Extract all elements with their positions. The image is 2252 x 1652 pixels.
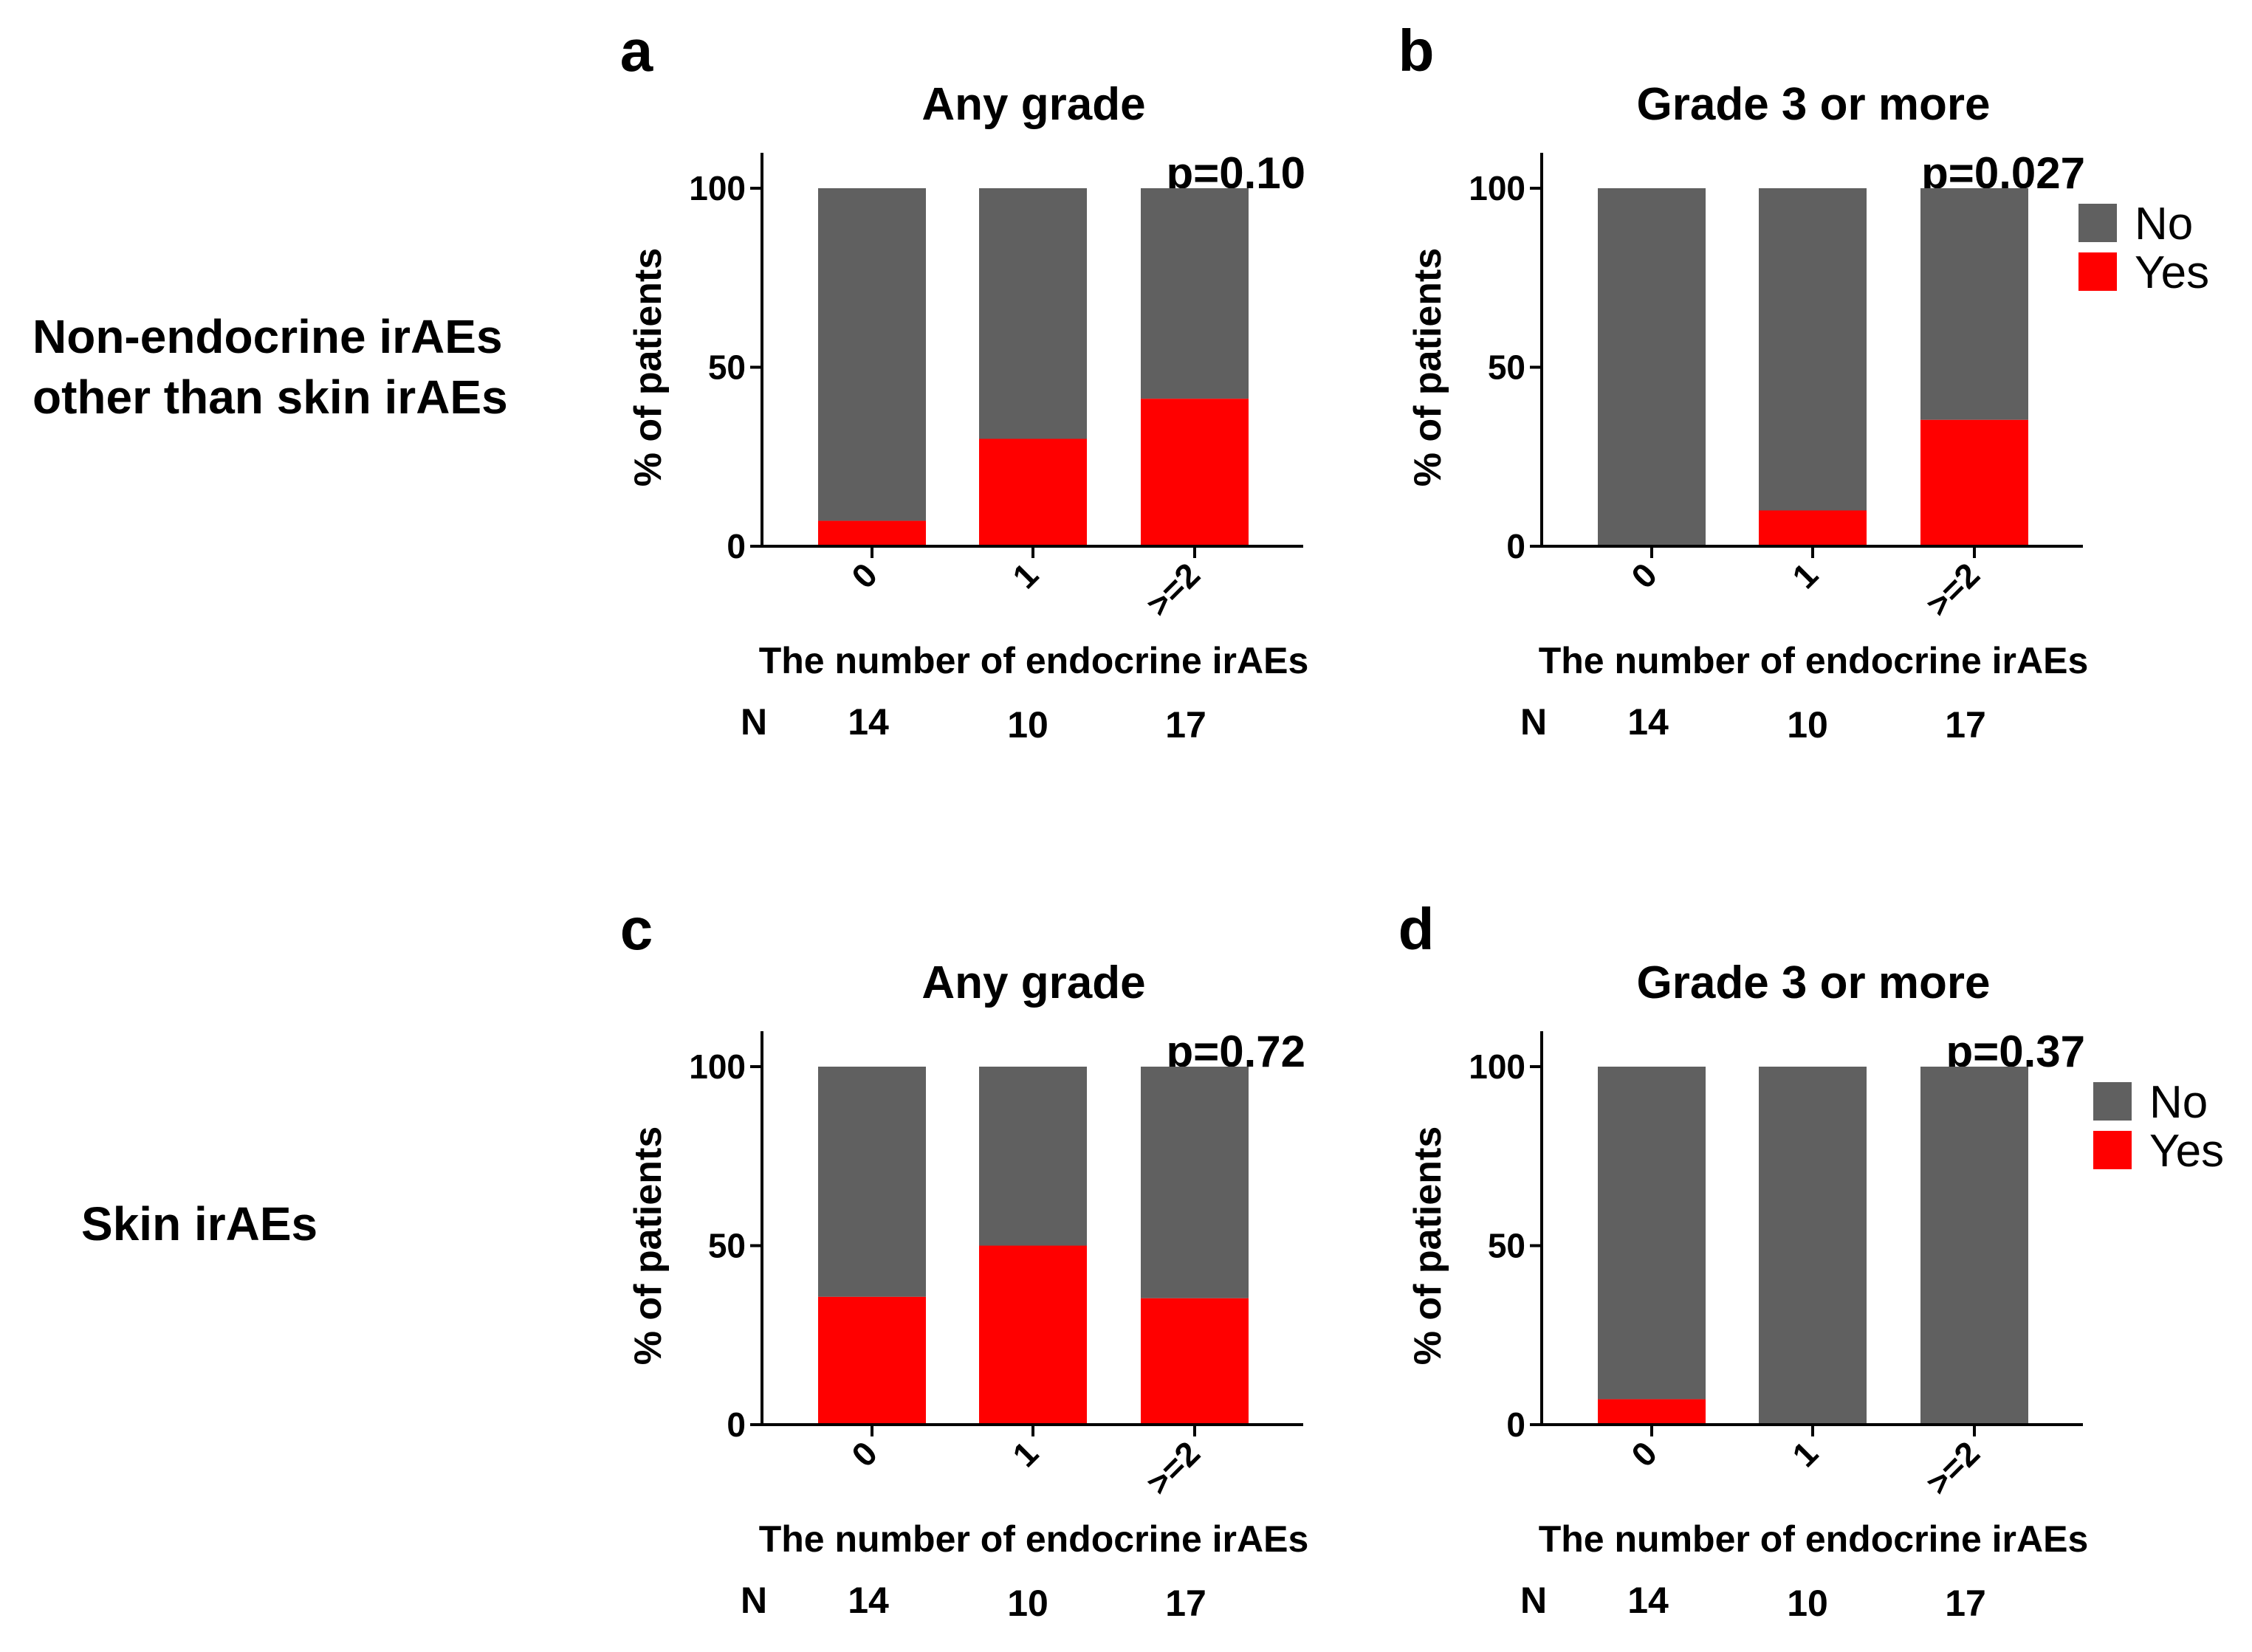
panel-title: Any grade [921, 957, 1145, 1008]
panel-letter: d [1398, 896, 1435, 962]
x-tick-label-3: >=2 [1139, 1434, 1207, 1502]
bar-no-1 [1598, 188, 1706, 546]
bar-no-3 [1920, 1067, 2028, 1425]
y-tick-label-1: 0 [727, 1405, 746, 1444]
row-label-1-line-2: other than skin irAEs [32, 371, 508, 424]
y-tick-label-2: 50 [708, 348, 746, 387]
y-tick-label-2: 50 [1488, 348, 1525, 387]
x-tick-label-2: 1 [1005, 555, 1046, 596]
bar-no-3 [1920, 188, 2028, 420]
n-label: N [741, 701, 767, 743]
legend-swatch-yes [2078, 252, 2117, 291]
x-tick-label-3: >=2 [1918, 555, 1987, 624]
bar-yes-3 [1141, 1298, 1249, 1425]
x-tick-label-3: >=2 [1918, 1434, 1987, 1502]
x-tick-label-2: 1 [1005, 1434, 1046, 1474]
y-tick-label-3: 100 [1469, 1047, 1525, 1086]
n-value-3: 17 [1945, 1583, 1986, 1624]
bar-no-1 [1598, 1067, 1706, 1400]
bar-no-3 [1141, 1067, 1249, 1298]
n-value-1: 14 [848, 701, 889, 743]
bar-yes-1 [1598, 1399, 1706, 1425]
legend-label-yes: Yes [2135, 247, 2209, 298]
y-tick-label-2: 50 [708, 1227, 746, 1265]
n-value-3: 17 [1165, 704, 1206, 746]
bar-no-2 [979, 1067, 1087, 1246]
y-tick-label-3: 100 [689, 1047, 746, 1086]
panel-letter: a [620, 18, 653, 83]
y-tick-label-1: 0 [1506, 1405, 1525, 1444]
y-axis-label: % of patients [1407, 1126, 1449, 1366]
legend-label-no: No [2149, 1077, 2208, 1128]
legend-swatch-no [2078, 204, 2117, 242]
y-tick-label-2: 50 [1488, 1227, 1525, 1265]
legend-swatch-yes [2093, 1131, 2132, 1169]
bar-no-1 [818, 188, 926, 521]
x-tick-label-1: 0 [1624, 1434, 1664, 1474]
y-axis-label: % of patients [627, 248, 670, 487]
y-axis-label: % of patients [1407, 248, 1449, 487]
n-value-3: 17 [1165, 1583, 1206, 1624]
y-tick-label-3: 100 [689, 169, 746, 207]
n-value-2: 10 [1787, 1583, 1828, 1624]
bar-no-1 [818, 1067, 926, 1297]
panel-letter: b [1398, 18, 1435, 83]
bar-no-2 [1759, 1067, 1867, 1425]
n-label: N [1520, 1580, 1547, 1621]
x-axis-label: The number of endocrine irAEs [1539, 1518, 2089, 1560]
n-label: N [741, 1580, 767, 1621]
panel-title: Grade 3 or more [1637, 957, 1991, 1008]
n-value-1: 14 [848, 1580, 889, 1621]
bar-yes-3 [1141, 399, 1249, 546]
x-tick-label-1: 0 [1624, 555, 1664, 596]
n-value-3: 17 [1945, 704, 1986, 746]
n-value-1: 14 [1627, 1580, 1669, 1621]
panel-title: Any grade [921, 79, 1145, 130]
n-value-2: 10 [1007, 1583, 1048, 1624]
bar-yes-2 [1759, 510, 1867, 546]
x-tick-label-2: 1 [1785, 555, 1825, 596]
legend-swatch-no [2093, 1082, 2132, 1121]
row-label-2-line-1: Skin irAEs [81, 1197, 317, 1250]
panel-letter: c [620, 896, 653, 962]
legend-label-no: No [2135, 199, 2193, 249]
x-tick-label-2: 1 [1785, 1434, 1825, 1474]
x-tick-label-1: 0 [844, 555, 885, 596]
bar-yes-3 [1920, 419, 2028, 546]
y-tick-label-1: 0 [1506, 527, 1525, 565]
bar-yes-1 [818, 1296, 926, 1425]
x-axis-label: The number of endocrine irAEs [759, 1518, 1309, 1560]
panel-title: Grade 3 or more [1637, 79, 1991, 130]
y-tick-label-1: 0 [727, 527, 746, 565]
row-label-1-line-1: Non-endocrine irAEs [32, 310, 503, 363]
y-axis-label: % of patients [627, 1126, 670, 1366]
n-value-1: 14 [1627, 701, 1669, 743]
x-tick-label-3: >=2 [1139, 555, 1207, 624]
y-tick-label-3: 100 [1469, 169, 1525, 207]
x-axis-label: The number of endocrine irAEs [759, 640, 1309, 681]
x-axis-label: The number of endocrine irAEs [1539, 640, 2089, 681]
n-value-2: 10 [1787, 704, 1828, 746]
bar-yes-1 [818, 520, 926, 546]
bar-yes-2 [979, 1245, 1087, 1425]
n-label: N [1520, 701, 1547, 743]
bar-no-2 [1759, 188, 1867, 511]
legend-label-yes: Yes [2149, 1126, 2224, 1177]
bar-no-3 [1141, 188, 1249, 399]
x-tick-label-1: 0 [844, 1434, 885, 1474]
bar-no-2 [979, 188, 1087, 439]
n-value-2: 10 [1007, 704, 1048, 746]
bar-yes-2 [979, 438, 1087, 546]
